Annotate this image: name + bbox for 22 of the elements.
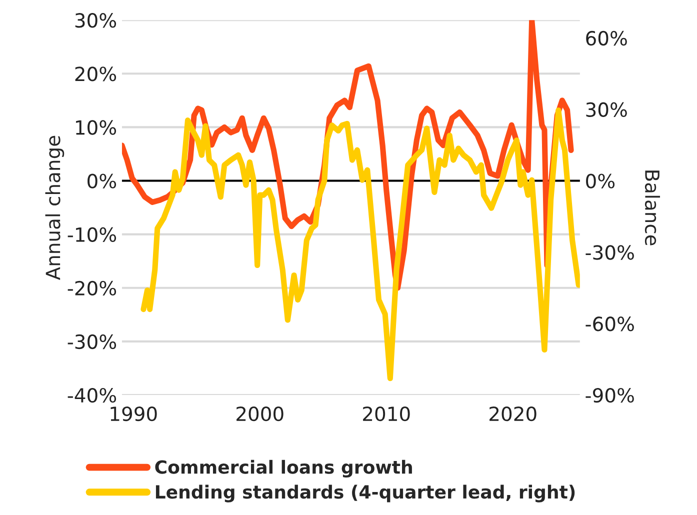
y-tick-label: -20% [68,280,116,296]
y2-tick-label: 30% [586,102,627,118]
legend-label: Lending standards (4-quarter lead, right) [156,484,575,502]
legend-label: Commercial loans growth [155,460,412,478]
y2-tick-label: 60% [586,30,627,46]
x-tick-label: 2020 [490,406,536,422]
y2-tick-label: -30% [586,245,634,260]
y2-tick-label: -60% [586,316,634,332]
y-tick-label: 30% [75,13,116,28]
x-tick-label: 2000 [236,406,284,422]
y2-tick-label: 0% [586,174,615,188]
x-tick-label: 1990 [110,406,157,422]
y-tick-label: 0% [88,174,116,188]
y-tick-label: 10% [76,120,116,135]
y-tick-label: -30% [68,334,116,350]
y2-axis-title: Balance [644,170,660,246]
x-tick-label: 2010 [363,406,410,422]
y-axis-title: Annual change [45,136,64,280]
y-tick-label: -40% [68,388,116,403]
y2-tick-label: -90% [586,388,634,403]
y-tick-label: 20% [75,66,116,82]
y-tick-label: -10% [68,227,116,242]
